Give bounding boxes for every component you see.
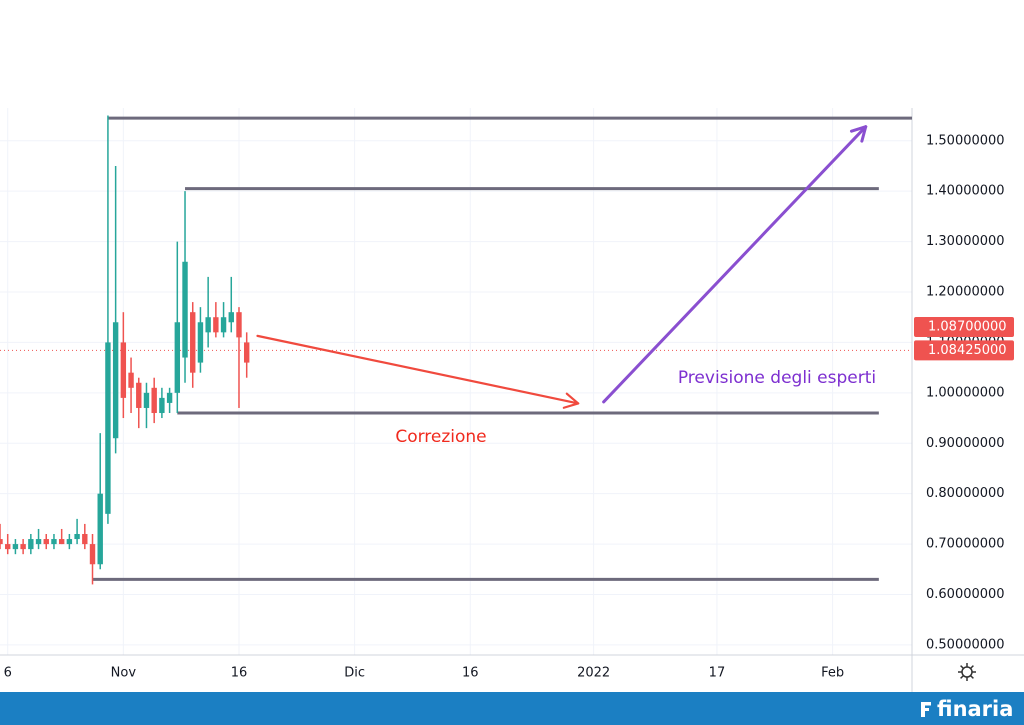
candle-body <box>0 539 3 545</box>
y-tick-label: 0.50000000 <box>926 637 1005 652</box>
gear-teeth[interactable] <box>958 663 976 681</box>
y-tick-label: 1.40000000 <box>926 184 1005 199</box>
candle-body <box>190 312 196 373</box>
y-tick-label: 1.00000000 <box>926 385 1005 400</box>
x-tick-label: 17 <box>709 666 726 681</box>
candle-body <box>20 544 26 550</box>
candle-body <box>197 322 204 363</box>
candle-body <box>205 317 211 333</box>
x-tick-label: 16 <box>231 666 248 681</box>
y-tick-label: 0.90000000 <box>926 436 1005 451</box>
candle-body <box>43 539 49 545</box>
x-tick-label: 2022 <box>577 666 610 681</box>
candle-body <box>58 539 65 545</box>
candle-body <box>236 312 242 338</box>
x-tick-label: 6 <box>4 666 12 681</box>
arrow-head <box>849 125 868 143</box>
price-label-box <box>914 340 1014 361</box>
arrow <box>602 125 868 404</box>
gear[interactable] <box>961 666 973 678</box>
candle-body <box>35 539 42 545</box>
candle-body <box>151 387 157 414</box>
candle-body <box>74 534 80 540</box>
x-tick-label: Nov <box>111 666 137 681</box>
annotation: Correzione <box>395 427 486 447</box>
footer-bar <box>0 692 1024 725</box>
y-tick-label: 1.20000000 <box>926 285 1005 300</box>
candle-body <box>159 397 165 414</box>
y-tick-label: 0.60000000 <box>926 587 1005 602</box>
y-tick-label: 0.80000000 <box>926 486 1005 501</box>
price-label: 1.08700000 <box>928 319 1007 334</box>
candle-body <box>112 322 119 439</box>
candle-body <box>51 539 57 545</box>
candle-body <box>228 312 234 323</box>
arrow <box>256 334 580 405</box>
candle-body <box>120 342 127 398</box>
candle-body <box>174 322 181 393</box>
brand-name: finaria <box>937 697 1013 721</box>
price-label-box <box>914 316 1014 337</box>
candle-body <box>166 392 173 403</box>
candle-body <box>12 544 19 550</box>
candle-body <box>5 544 11 550</box>
y-tick-label: 0.70000000 <box>926 537 1005 552</box>
candle-body <box>82 534 88 545</box>
price-label: 1.08425000 <box>928 343 1007 358</box>
candle-body <box>105 342 111 514</box>
x-tick-label: Dic <box>344 666 365 681</box>
candle-body <box>89 544 96 565</box>
arrow-head <box>562 392 580 409</box>
brand-logo: finaria <box>921 697 1013 721</box>
candle-body <box>28 539 34 550</box>
candle-body <box>213 317 219 333</box>
x-tick-label: 16 <box>462 666 479 681</box>
candle-body <box>66 539 73 545</box>
x-tick-label: Feb <box>821 666 844 681</box>
candle-body <box>128 372 134 388</box>
candle-body <box>136 382 142 408</box>
candle-body <box>97 493 103 565</box>
logo-mark <box>921 702 931 706</box>
y-tick-label: 1.30000000 <box>926 234 1005 249</box>
annotation: Previsione degli esperti <box>678 368 876 388</box>
candle-body <box>243 342 250 363</box>
candle-body <box>220 317 227 333</box>
candle-body <box>143 392 150 408</box>
candle-body <box>182 261 188 358</box>
settings-icon[interactable] <box>958 663 976 681</box>
y-tick-label: 1.50000000 <box>926 133 1005 148</box>
logo-mark <box>921 708 929 711</box>
